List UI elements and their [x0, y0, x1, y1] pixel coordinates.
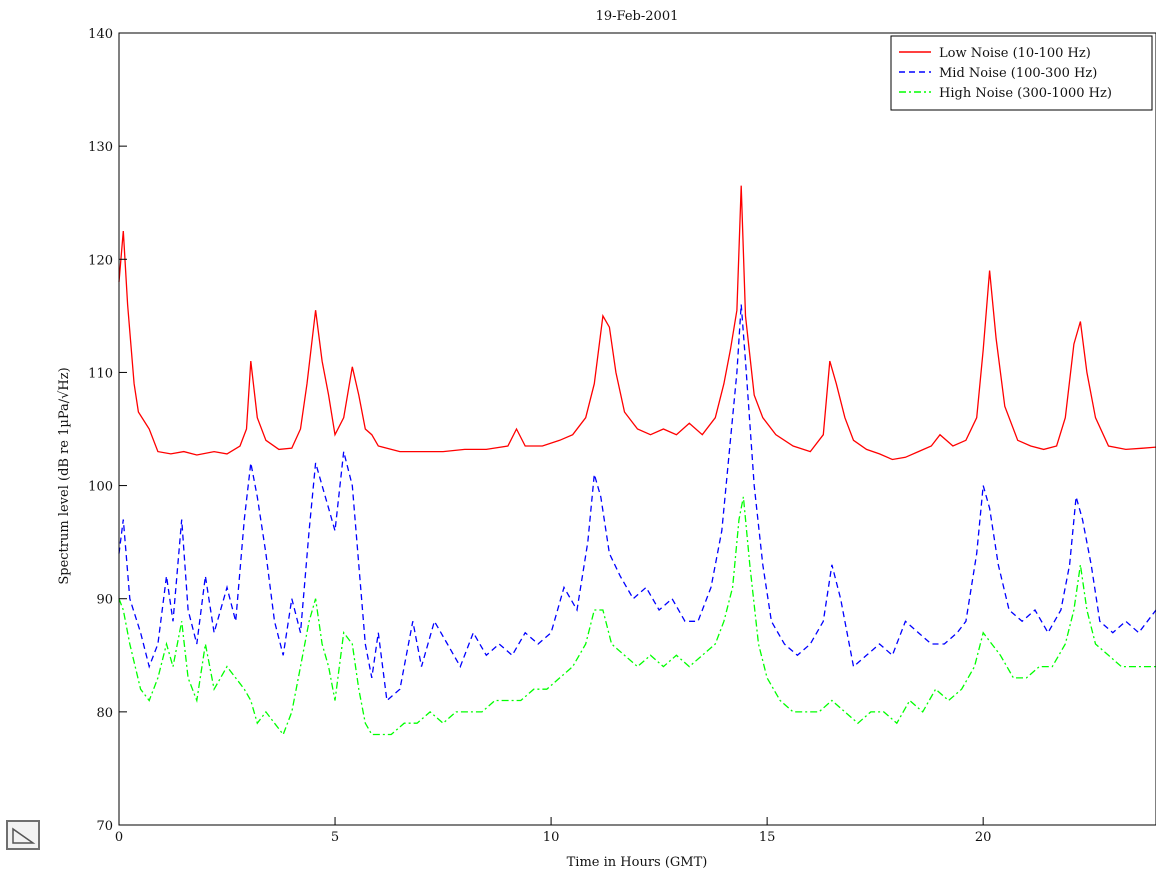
y-tick-label: 70	[96, 819, 113, 834]
y-tick-label: 130	[88, 140, 113, 155]
tick-layer: 70 80 90 100 110 120 130 140 0 5 10 15 20	[88, 27, 991, 845]
x-tick-label: 15	[759, 830, 776, 845]
y-tick-label: 120	[88, 253, 113, 268]
y-tick-label: 90	[96, 593, 113, 608]
legend-label-2: High Noise (300-1000 Hz)	[939, 86, 1112, 101]
legend-label-0: Low Noise (10-100 Hz)	[939, 46, 1091, 61]
y-tick-label: 140	[88, 27, 113, 42]
resize-corner-button[interactable]	[6, 820, 40, 850]
legend-label-1: Mid Noise (100-300 Hz)	[939, 66, 1097, 81]
legend: Low Noise (10-100 Hz) Mid Noise (100-300 …	[890, 35, 1153, 111]
y-tick-label: 110	[88, 366, 113, 381]
x-tick-label: 0	[115, 830, 123, 845]
series-line-2	[118, 496, 1156, 736]
y-tick-label: 80	[96, 706, 113, 721]
plot-frame	[118, 32, 1156, 826]
chart-title: 19-Feb-2001	[596, 9, 679, 24]
x-tick-label: 10	[543, 830, 560, 845]
x-axis-label: Time in Hours (GMT)	[567, 855, 708, 870]
x-tick-label: 5	[331, 830, 339, 845]
x-tick-label: 20	[975, 830, 992, 845]
series-line-0	[118, 185, 1156, 461]
y-axis-label: Spectrum level (dB re 1µPa/√Hz)	[57, 367, 72, 584]
y-tick-label: 100	[88, 480, 113, 495]
resize-corner-icon	[12, 827, 36, 844]
series-line-1	[118, 304, 1156, 702]
series-layer	[118, 185, 1156, 736]
legend-box	[890, 35, 1153, 111]
